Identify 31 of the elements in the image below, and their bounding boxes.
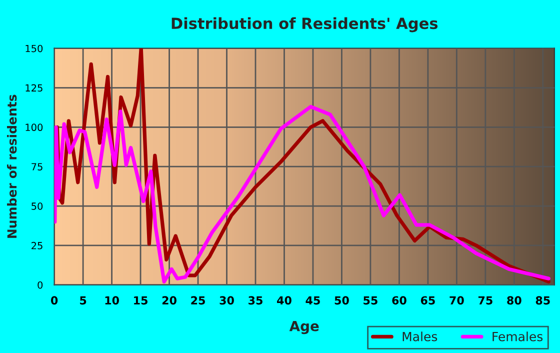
chart-title: Distribution of Residents' Ages: [172, 17, 438, 32]
y-tick-label: 50: [32, 202, 43, 210]
x-tick-label: 30: [220, 296, 234, 305]
y-tick-label: 150: [26, 44, 43, 52]
x-tick-label: 5: [80, 296, 86, 305]
x-tick-label: 25: [191, 296, 205, 305]
legend-label: Females: [492, 332, 543, 342]
x-tick-label: 85: [536, 296, 550, 305]
line-series: [54, 104, 550, 284]
x-tick-label: 40: [277, 296, 292, 305]
legend-label: Males: [402, 332, 438, 342]
x-tick-label: 0: [50, 296, 58, 305]
x-tick-label: 55: [364, 296, 378, 305]
x-tick-label: 70: [450, 296, 464, 305]
x-tick-label: 45: [306, 296, 320, 305]
y-tick-label: 75: [32, 163, 42, 170]
y-tick-label: 100: [26, 124, 43, 132]
x-tick-label: 20: [162, 296, 176, 305]
y-tick-label: 0: [38, 281, 43, 289]
x-axis-title: Age: [289, 320, 319, 334]
x-tick-label: 75: [478, 296, 492, 305]
x-tick-label: 50: [334, 296, 349, 305]
x-tick-label: 35: [248, 296, 262, 305]
x-tick-label: 15: [134, 296, 148, 305]
x-tick-label: 80: [507, 296, 522, 305]
y-tick-label: 125: [26, 84, 42, 92]
y-tick-label: 25: [32, 242, 42, 250]
y-axis-title: Number of residents: [7, 94, 17, 238]
x-tick-label: 60: [392, 296, 406, 305]
x-tick-label: 65: [420, 296, 435, 305]
x-tick-label: 10: [105, 296, 119, 305]
